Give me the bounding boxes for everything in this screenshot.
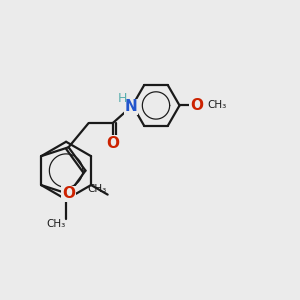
Text: CH₃: CH₃ (46, 220, 65, 230)
Text: O: O (62, 187, 75, 202)
Text: CH₃: CH₃ (88, 184, 107, 194)
Text: O: O (190, 98, 203, 113)
Text: O: O (106, 136, 119, 151)
Text: H: H (117, 92, 127, 105)
Text: N: N (124, 99, 137, 114)
Text: CH₃: CH₃ (208, 100, 227, 110)
